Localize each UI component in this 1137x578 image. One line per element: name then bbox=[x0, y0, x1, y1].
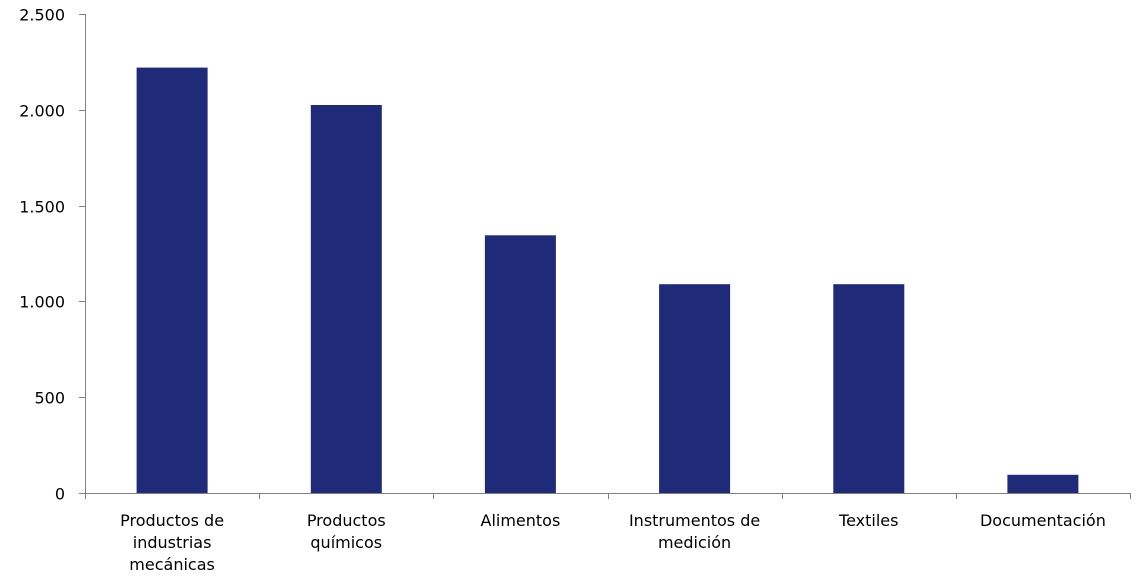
bar-5 bbox=[1007, 474, 1079, 493]
y-tick-label: 500 bbox=[34, 389, 65, 408]
bars-group bbox=[136, 67, 1079, 494]
y-tick-label: 2.500 bbox=[19, 6, 65, 25]
x-tick-label: Instrumentos de medición bbox=[629, 511, 760, 552]
x-tick-label: Documentación bbox=[980, 511, 1106, 530]
y-tick-label: 2.000 bbox=[19, 102, 65, 121]
y-axis-ticks: 0 500 1.000 1.500 2.000 2.500 bbox=[19, 6, 85, 504]
bar-4 bbox=[833, 284, 905, 493]
x-tick-label: Productos químicos bbox=[307, 511, 386, 552]
bar-0 bbox=[136, 67, 208, 493]
y-tick-label: 0 bbox=[55, 485, 65, 504]
bar-3 bbox=[659, 284, 731, 493]
axes-group bbox=[85, 14, 1130, 494]
x-tick-label: Alimentos bbox=[481, 511, 561, 530]
y-tick-label: 1.000 bbox=[19, 293, 65, 312]
x-tick-label: Textiles bbox=[838, 511, 898, 530]
y-tick-label: 1.500 bbox=[19, 198, 65, 217]
x-tick-label: Productos de industrias mecánicas bbox=[120, 511, 224, 574]
bar-1 bbox=[310, 105, 382, 493]
x-axis-ticks: Productos de industrias mecánicas Productos… bbox=[85, 493, 1131, 574]
bar-2 bbox=[484, 235, 556, 494]
